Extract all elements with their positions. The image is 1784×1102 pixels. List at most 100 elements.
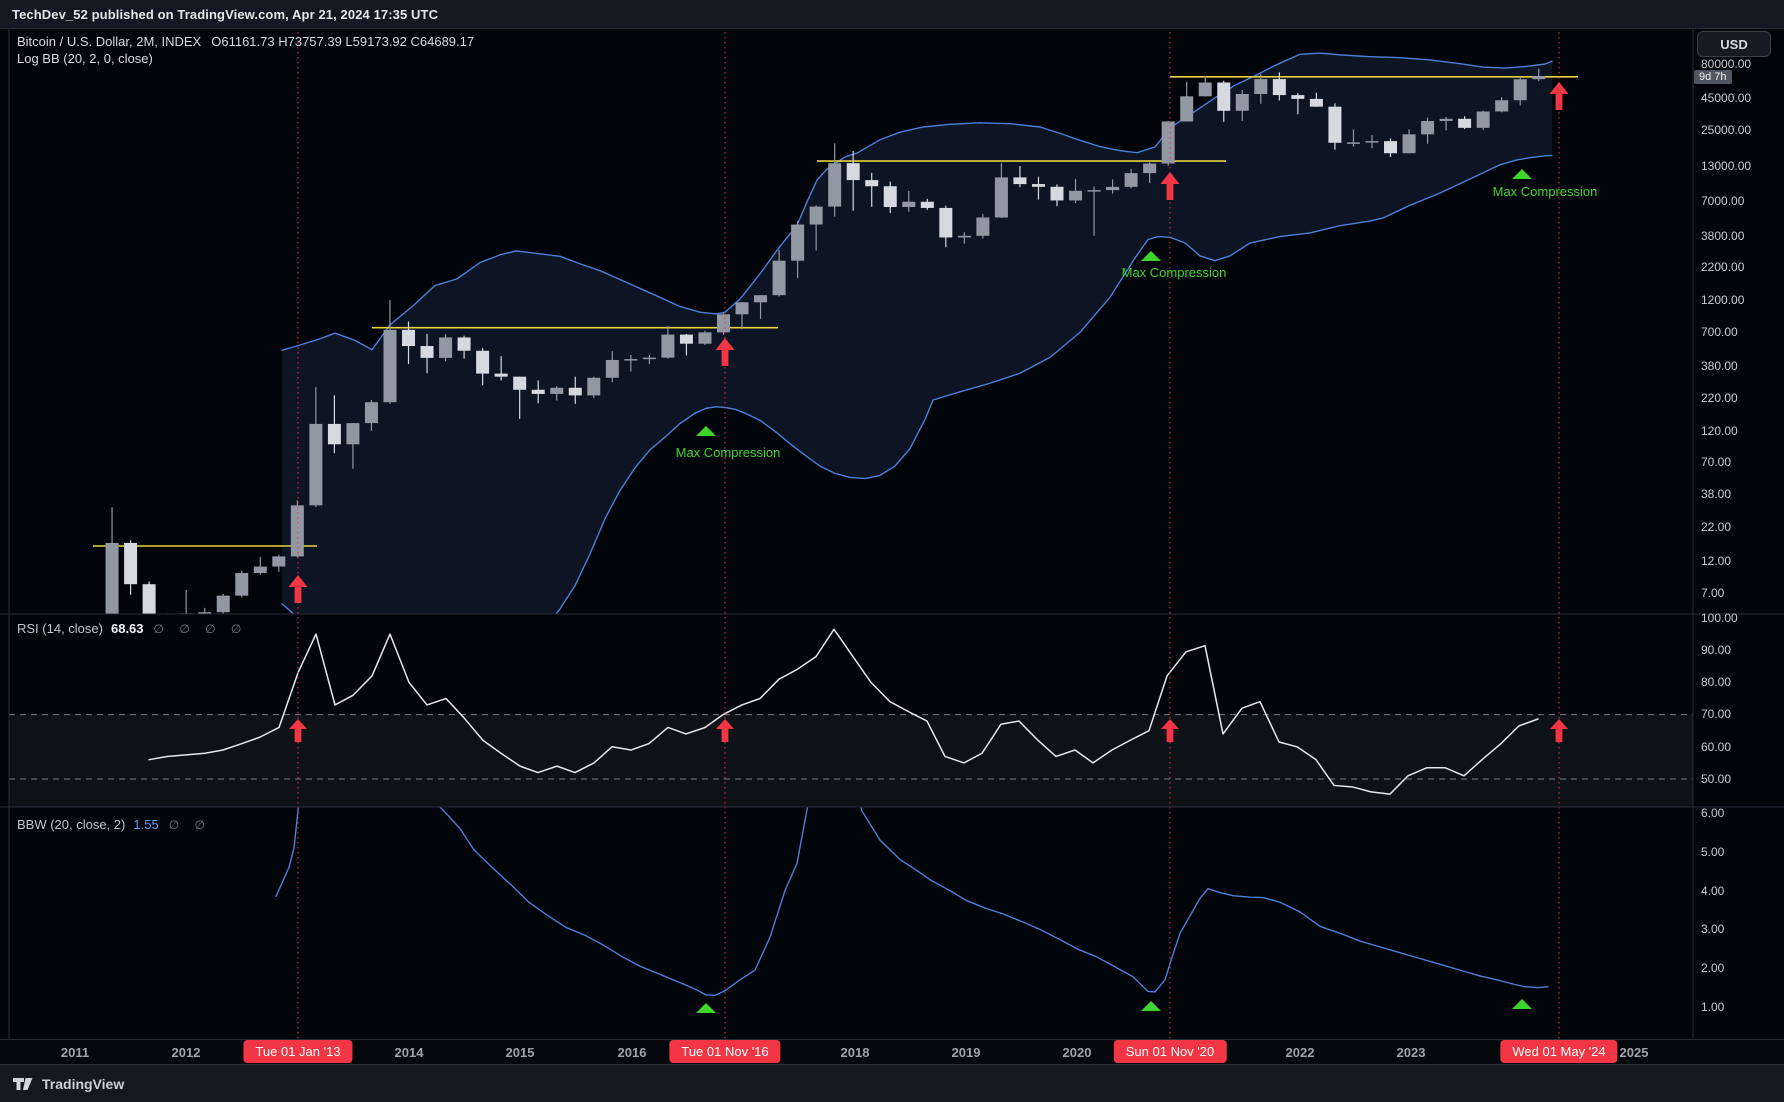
price-tick: 25000.00 xyxy=(1701,123,1752,137)
bottom-toolbar: TradingView xyxy=(0,1064,1784,1102)
candle-body xyxy=(476,350,490,374)
max-compression-triangle-icon xyxy=(696,1003,716,1013)
candle-body xyxy=(1402,134,1416,154)
candle-body xyxy=(402,329,416,347)
symbol-legend[interactable]: Bitcoin / U.S. Dollar, 2M, INDEX O61161.7… xyxy=(17,34,474,49)
overlay-layer xyxy=(0,28,1784,1064)
symbol-title: Bitcoin / U.S. Dollar, 2M, INDEX xyxy=(17,34,202,49)
price-tick: 220.00 xyxy=(1701,391,1738,405)
candle-body xyxy=(587,377,601,396)
candle-body xyxy=(105,542,119,614)
bbw-label: BBW (20, close, 2) xyxy=(17,817,126,832)
bbw-value: 1.55 xyxy=(133,817,159,832)
candle-body xyxy=(531,389,545,394)
event-date-badge: Sun 01 Nov '20 xyxy=(1113,1040,1227,1063)
rsi-tick: 50.00 xyxy=(1701,772,1732,786)
currency-selector[interactable]: USD xyxy=(1697,31,1771,57)
tradingview-logo[interactable]: TradingView xyxy=(12,1076,124,1092)
rsi-line xyxy=(148,628,1539,795)
rsi-tick: 70.00 xyxy=(1701,707,1732,721)
candle-body xyxy=(309,423,323,506)
candle-body xyxy=(494,373,508,377)
year-label: 2018 xyxy=(840,1045,870,1060)
bbw-legend[interactable]: BBW (20, close, 2) 1.55 ∅ ∅ xyxy=(17,817,211,832)
candle-body xyxy=(1272,79,1286,96)
candle-body xyxy=(198,612,212,614)
candle-body xyxy=(772,260,786,296)
max-compression-triangle-icon xyxy=(1141,1001,1161,1011)
candle-body xyxy=(883,186,897,208)
event-date-badge: Wed 01 May '24 xyxy=(1500,1040,1618,1063)
candle-body xyxy=(364,402,378,424)
candle-body xyxy=(1309,98,1323,107)
candle-body xyxy=(1106,186,1120,191)
candle-body xyxy=(809,206,823,225)
candle-body xyxy=(550,387,564,394)
candle-body xyxy=(846,163,860,181)
bbw-tick: 1.00 xyxy=(1701,1000,1725,1014)
candle-body xyxy=(439,337,453,358)
candle-body xyxy=(828,163,842,207)
year-label: 2019 xyxy=(951,1045,981,1060)
candle-body xyxy=(1031,184,1045,187)
tradingview-logo-text: TradingView xyxy=(42,1076,125,1092)
candle-body xyxy=(272,556,286,567)
candle-body xyxy=(754,295,768,303)
price-panel xyxy=(93,52,1578,614)
candle-body xyxy=(1013,177,1027,185)
breakout-arrow-icon xyxy=(1161,719,1179,742)
breakout-arrow-icon xyxy=(1160,172,1180,200)
publish-header: TechDev_52 published on TradingView.com,… xyxy=(0,0,1784,29)
candle-body xyxy=(1235,94,1249,111)
bb-indicator-legend[interactable]: Log BB (20, 2, 0, close) xyxy=(17,51,153,66)
candle-body xyxy=(1198,82,1212,97)
candle-body xyxy=(1439,118,1453,121)
candle-body xyxy=(420,346,434,358)
candle-body xyxy=(1384,141,1398,154)
rsi-tick: 90.00 xyxy=(1701,643,1732,657)
bb-fill xyxy=(282,53,1552,614)
max-compression-triangle-icon xyxy=(1141,251,1161,261)
year-label: 2016 xyxy=(617,1045,647,1060)
price-tick: 80000.00 xyxy=(1701,57,1752,71)
price-tick: 70.00 xyxy=(1701,455,1732,469)
candle-body xyxy=(1050,186,1064,201)
ohlc-values: O61161.73 H73757.39 L59173.92 C64689.17 xyxy=(211,34,475,49)
candle-body xyxy=(1087,190,1101,192)
bbw-tick: 5.00 xyxy=(1701,845,1725,859)
price-tick: 38.00 xyxy=(1701,487,1732,501)
candle-body xyxy=(865,180,879,187)
candle-body xyxy=(1254,79,1268,95)
bbw-tick: 2.00 xyxy=(1701,961,1725,975)
candle-body xyxy=(976,217,990,236)
candle-body xyxy=(346,423,360,445)
candle-body xyxy=(605,359,619,378)
max-compression-triangle-icon xyxy=(1512,169,1532,179)
year-label: 2022 xyxy=(1285,1045,1315,1060)
breakout-arrow-icon xyxy=(716,719,734,742)
price-tick: 45000.00 xyxy=(1701,91,1752,105)
rsi-tick: 60.00 xyxy=(1701,740,1732,754)
price-tick: 3800.00 xyxy=(1701,229,1745,243)
rsi-tick: 100.00 xyxy=(1701,611,1738,625)
candle-body xyxy=(920,201,934,208)
breakout-arrow-icon xyxy=(288,575,308,603)
rsi-legend[interactable]: RSI (14, close) 68.63 ∅ ∅ ∅ ∅ xyxy=(17,621,247,636)
max-compression-label: Max Compression xyxy=(1492,184,1598,199)
bbw-panel xyxy=(275,807,1549,1013)
candle-body xyxy=(679,334,693,344)
candle-body xyxy=(1346,142,1360,144)
candle-body xyxy=(1124,173,1138,187)
price-tick: 12.00 xyxy=(1701,554,1732,568)
candle-body xyxy=(568,387,582,396)
candle-body xyxy=(1291,95,1305,99)
candle-body xyxy=(513,376,527,390)
breakout-arrow-icon xyxy=(1549,82,1569,110)
time-axis[interactable]: 2011 2012 2014 2015 2016 2018 2019 2020 2022 2023… xyxy=(0,1039,1784,1065)
rsi-tick: 80.00 xyxy=(1701,675,1732,689)
candle-body xyxy=(383,329,397,403)
rsi-label: RSI (14, close) xyxy=(17,621,103,636)
candle-body xyxy=(1421,120,1435,135)
